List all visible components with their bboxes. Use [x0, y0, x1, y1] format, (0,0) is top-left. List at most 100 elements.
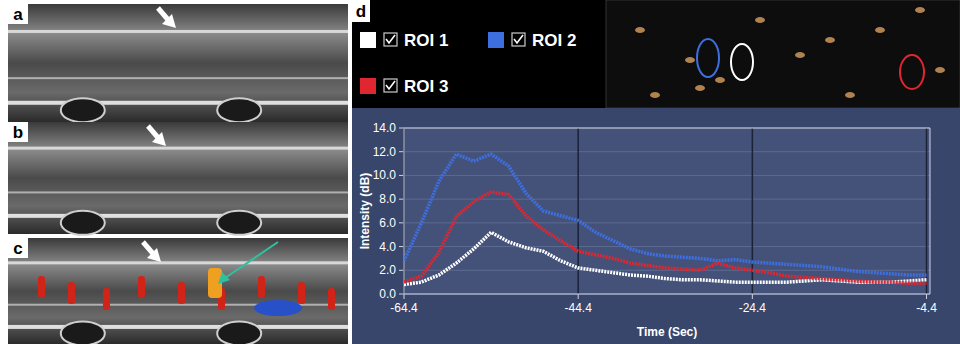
- microbubble-speck: [935, 67, 945, 73]
- doppler-signal: [138, 276, 145, 298]
- plot-frame: [404, 128, 930, 129]
- grid-line: [404, 151, 930, 152]
- x-tick-label: -4.4: [916, 301, 937, 315]
- panel-label-box: [8, 4, 28, 24]
- legend-check: [514, 35, 523, 43]
- arrow: [147, 248, 161, 262]
- tick-mark: [752, 294, 753, 299]
- legend-label: ROI 1: [404, 31, 448, 50]
- x-axis-label: Time (Sec): [637, 325, 697, 339]
- chart-background: [352, 108, 960, 344]
- grid-line: [404, 199, 930, 200]
- legend-label: ROI 3: [404, 77, 448, 96]
- y-tick-label: 2.0: [379, 263, 396, 277]
- microbubble-speck: [795, 52, 805, 58]
- x-tick-label: -64.4: [390, 301, 418, 315]
- vessel-wall: [8, 191, 348, 193]
- panel-label-box: [8, 122, 28, 142]
- bone-echo: [8, 101, 348, 105]
- microbubble-speck: [755, 17, 765, 23]
- doppler-signal: [328, 288, 335, 310]
- panel-label-box: [8, 238, 28, 258]
- grid-line: [404, 128, 930, 129]
- tick-mark: [578, 294, 579, 299]
- microbubble-speck: [845, 92, 855, 98]
- roi-outline: [731, 44, 753, 80]
- vertebra-shadow: [61, 211, 105, 235]
- vessel-wall: [8, 30, 348, 33]
- roi-outline: [697, 39, 719, 77]
- arrow: [218, 272, 230, 284]
- bone-echo: [8, 325, 348, 329]
- legend-entry: ROI 2: [488, 31, 576, 50]
- legend-checkbox: [384, 33, 397, 46]
- arrow: [152, 132, 166, 146]
- ultrasound-image: [8, 4, 348, 122]
- roi-outline: [900, 55, 924, 89]
- x-tick-label: -44.4: [564, 301, 592, 315]
- legend-check: [386, 81, 395, 89]
- microbubble-speck: [915, 7, 925, 13]
- microbubble-speck: [825, 37, 835, 43]
- doppler-signal: [258, 276, 265, 298]
- legend-entry: ROI 1: [360, 31, 448, 50]
- legend-checkbox: [384, 79, 397, 92]
- microbubble-speck: [715, 77, 725, 83]
- y-tick-label: 12.0: [373, 145, 397, 159]
- ultrasound-panel: c: [8, 238, 348, 344]
- y-axis-line: [404, 128, 405, 294]
- panel-label: a: [13, 5, 23, 24]
- doppler-signal: [298, 282, 305, 304]
- arrow: [162, 14, 176, 28]
- doppler-signal: [103, 288, 110, 310]
- grid-line: [404, 246, 930, 247]
- y-tick-label: 6.0: [379, 216, 396, 230]
- panel-label: c: [13, 239, 22, 258]
- vessel-wall: [8, 77, 348, 79]
- microbubble-speck: [695, 85, 705, 91]
- series-line: [404, 232, 927, 284]
- tick-mark: [926, 294, 927, 299]
- contrast-thumbnail: [606, 0, 960, 108]
- y-tick-label: 4.0: [379, 240, 396, 254]
- grid-line: [404, 222, 930, 223]
- plot-frame: [930, 128, 931, 294]
- legend-label: ROI 2: [532, 31, 576, 50]
- doppler-signal: [38, 276, 45, 298]
- header-background: [352, 0, 960, 108]
- legend-check: [386, 35, 395, 43]
- microbubble-speck: [875, 27, 885, 33]
- doppler-signal: [178, 282, 185, 304]
- y-tick-label: 8.0: [379, 192, 396, 206]
- grid-line: [404, 175, 930, 176]
- vertebra-shadow: [61, 321, 105, 344]
- vertebra-shadow: [217, 98, 261, 122]
- legend-swatch: [360, 32, 376, 48]
- vertebra-shadow: [61, 98, 105, 122]
- ultrasound-image: [8, 238, 348, 344]
- legend-swatch: [360, 78, 376, 94]
- microbubble-speck: [650, 92, 660, 98]
- ultrasound-panel: a: [8, 4, 348, 122]
- vertebra-shadow: [217, 321, 261, 344]
- panel-label-box: [352, 0, 370, 22]
- doppler-signal: [68, 282, 75, 304]
- microbubble-speck: [685, 57, 695, 63]
- x-tick-label: -24.4: [739, 301, 767, 315]
- grid-line: [403, 128, 405, 294]
- bone-echo: [8, 214, 348, 218]
- grid-line: [926, 128, 928, 294]
- ultrasound-image: [8, 122, 348, 234]
- ultrasound-panel: b: [8, 122, 348, 235]
- y-tick-label: 14.0: [373, 121, 397, 135]
- x-axis-line: [404, 294, 930, 295]
- series-line: [404, 154, 927, 275]
- microbubble-speck: [635, 27, 645, 33]
- doppler-signal: [254, 300, 302, 316]
- legend-entry: ROI 3: [360, 77, 448, 96]
- series-line: [404, 192, 927, 283]
- figure: abcdROI 1ROI 2ROI 30.02.04.06.08.010.012…: [0, 0, 960, 344]
- legend-checkbox: [512, 33, 525, 46]
- panel-label: d: [356, 2, 366, 21]
- legend-swatch: [488, 32, 504, 48]
